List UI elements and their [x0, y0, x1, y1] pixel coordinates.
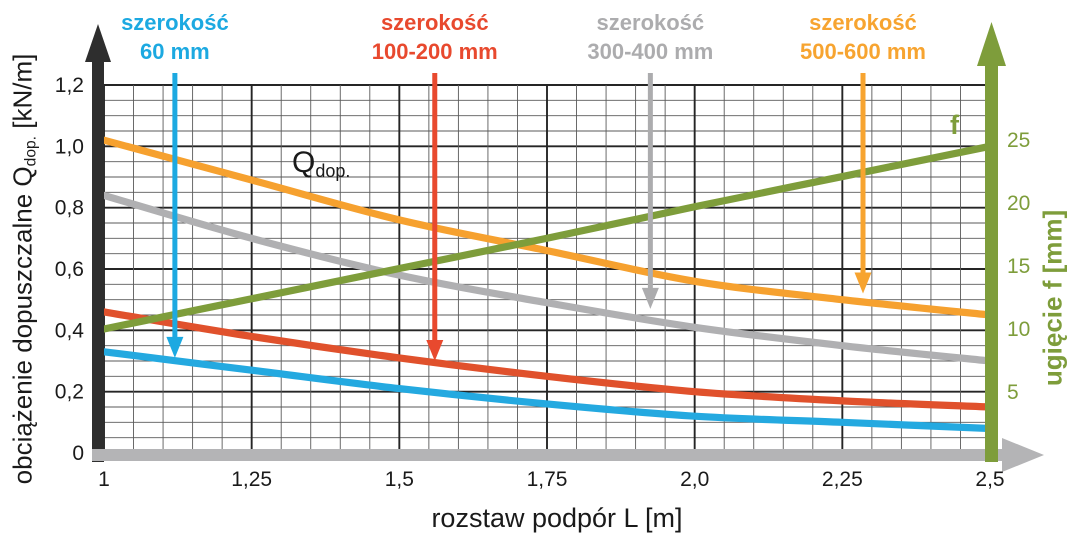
- left-axis-title-prefix: obciążenie dopuszczalne Q: [7, 166, 38, 485]
- qdop-curve-label: Qdop.: [292, 146, 350, 182]
- right-axis-bar: [985, 62, 998, 462]
- right-axis-title: ugięcie f [mm]: [1037, 209, 1068, 387]
- left-axis-arrowhead: [85, 24, 111, 62]
- series-line-width-300-400: [100, 191, 994, 365]
- series-label-line2: 500-600 mm: [800, 39, 926, 64]
- right-axis-tick-label: 20: [1007, 192, 1030, 215]
- series-line-width-500-600: [100, 136, 994, 319]
- series-label-width-500-600: szerokość 500-600 mm: [800, 8, 926, 66]
- series-line-width-100-200: [100, 308, 994, 411]
- x-axis-title: rozstaw podpór L [m]: [431, 503, 683, 533]
- series-label-line2: 100-200 mm: [371, 39, 498, 64]
- left-axis-title-subscript: dop.: [22, 136, 40, 167]
- right-axis-tick-label: 5: [1007, 381, 1019, 404]
- series-label-width-60: szerokość 60 mm: [121, 8, 229, 66]
- qdop-curve-label-main: Q: [292, 146, 316, 179]
- right-axis-tick-label: 25: [1007, 129, 1030, 152]
- series-label-line1: szerokość: [121, 10, 229, 35]
- qdop-curve-label-subscript: dop.: [315, 161, 351, 182]
- left-axis-tick-label: 0: [72, 442, 84, 465]
- x-axis-arrowhead: [1002, 438, 1044, 472]
- x-axis-tick-label: 2,5: [975, 468, 1004, 491]
- series-label-line1: szerokość: [380, 10, 489, 35]
- x-axis-tick-label: 1: [98, 468, 110, 491]
- x-axis-tick-label: 1,75: [527, 468, 568, 491]
- series-line-deflection-f: [100, 142, 994, 333]
- x-axis-tick-label: 2,0: [680, 468, 709, 491]
- series-label-line2: 300-400 mm: [587, 39, 714, 64]
- left-axis-tick-label: 0,6: [55, 258, 84, 281]
- series-label-line1: szerokość: [809, 10, 917, 35]
- left-axis-tick-label: 1,0: [55, 135, 84, 158]
- annotation-arrowhead: [641, 287, 659, 309]
- series-line-width-60: [100, 348, 994, 433]
- series-label-line1: szerokość: [596, 10, 705, 35]
- left-axis-tick-label: 0,8: [55, 197, 84, 220]
- series-label-width-300-400: szerokość 300-400 mm: [587, 8, 713, 66]
- left-axis-title-suffix: [kN/m]: [7, 53, 38, 136]
- x-axis-bar: [92, 449, 1002, 461]
- annotation-arrowhead: [166, 336, 184, 358]
- right-axis-tick-label: 15: [1007, 255, 1030, 278]
- x-axis-tick-label: 1,25: [231, 468, 272, 491]
- x-axis-tick-label: 1,5: [385, 468, 414, 491]
- right-axis-tick-label: 10: [1007, 318, 1030, 341]
- series-label-line2: 60 mm: [140, 39, 210, 64]
- left-axis-tick-label: 1,2: [55, 74, 84, 97]
- annotation-arrowhead: [854, 272, 872, 294]
- left-axis-tick-label: 0,4: [55, 319, 85, 342]
- f-curve-label: f: [950, 110, 959, 140]
- left-axis-tick-label: 0,2: [55, 381, 84, 404]
- left-axis-bar: [92, 58, 104, 462]
- right-axis-arrowhead: [977, 22, 1006, 66]
- series-label-width-100-200: szerokość 100-200 mm: [372, 8, 498, 66]
- annotation-arrowhead: [426, 340, 444, 361]
- x-axis-tick-label: 2,25: [822, 468, 863, 491]
- left-axis-title: obciążenie dopuszczalne Qdop. [kN/m]: [7, 54, 40, 485]
